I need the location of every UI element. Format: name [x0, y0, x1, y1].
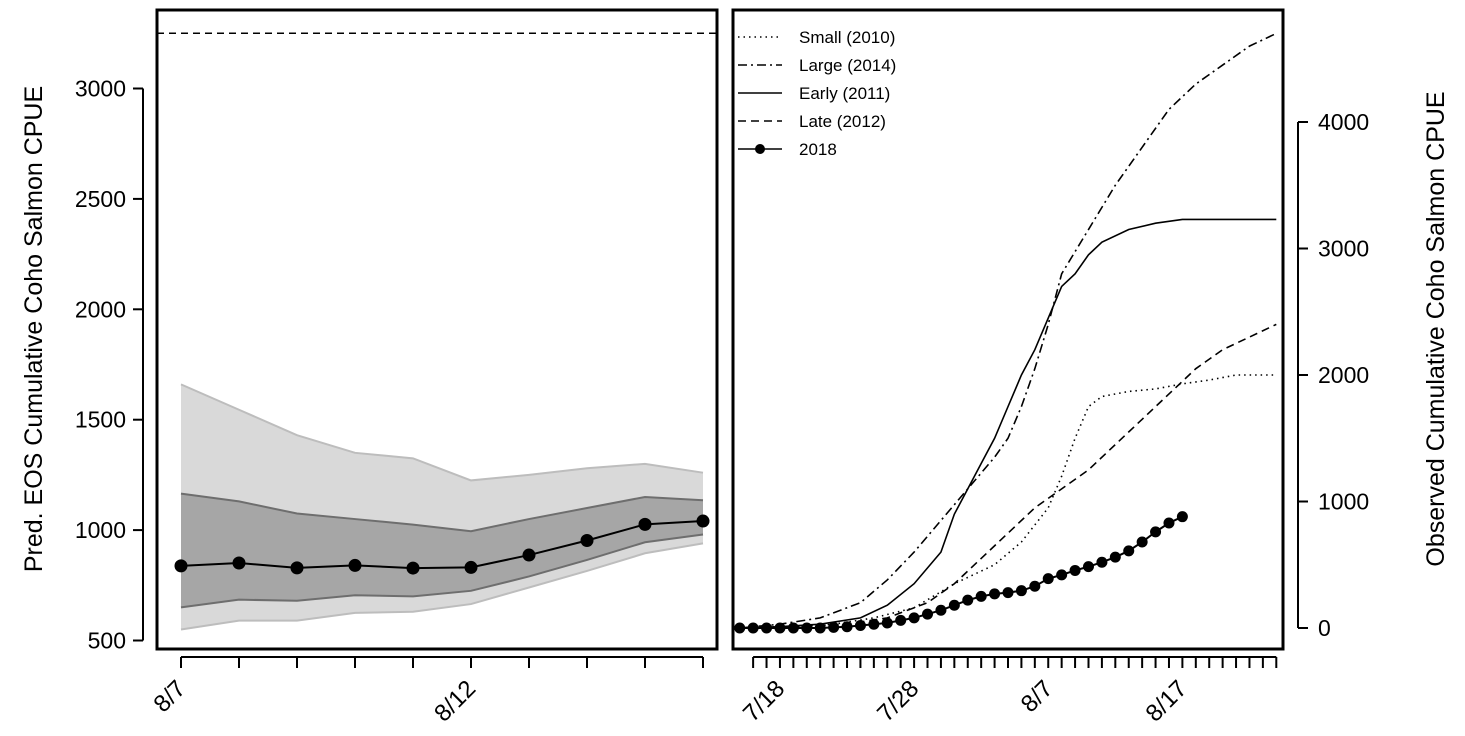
- data-point: [638, 517, 652, 531]
- legend-label: Early (2011): [799, 84, 890, 103]
- data-point: [962, 594, 974, 606]
- y-tick-label: 4000: [1318, 109, 1369, 135]
- data-point: [841, 621, 853, 633]
- data-point: [881, 617, 893, 629]
- series-line: [739, 374, 1277, 629]
- series-line: [739, 218, 1277, 629]
- data-point: [232, 556, 246, 570]
- y-tick-label: 1000: [75, 517, 126, 543]
- y-tick-label: 0: [1318, 615, 1331, 641]
- data-point: [828, 621, 840, 633]
- data-point: [1150, 526, 1162, 538]
- data-point: [854, 619, 866, 631]
- band-inner-upper-edge: [180, 492, 704, 533]
- band-outer-lower-edge: [180, 542, 704, 631]
- plot-frame: [155, 8, 719, 651]
- data-point: [868, 618, 880, 630]
- y-tick-label: 1000: [1318, 489, 1369, 515]
- y-tick-label: 2000: [75, 296, 126, 322]
- data-point: [1029, 580, 1041, 592]
- data-point: [747, 622, 759, 634]
- y-axis-title: Pred. EOS Cumulative Coho Salmon CPUE: [20, 86, 48, 572]
- data-point: [814, 622, 826, 634]
- data-point: [696, 514, 710, 528]
- data-point: [1042, 573, 1054, 585]
- data-point: [989, 588, 1001, 600]
- legend-point: [755, 144, 765, 154]
- y-tick-label: 2500: [75, 186, 126, 212]
- x-tick-label: 7/28: [872, 675, 924, 727]
- data-point: [948, 599, 960, 611]
- series-line: [739, 515, 1183, 629]
- data-point: [975, 590, 987, 602]
- y-tick-label: 2000: [1318, 362, 1369, 388]
- y-tick-label: 3000: [1318, 236, 1369, 262]
- data-point: [406, 561, 420, 575]
- data-point: [1069, 564, 1081, 576]
- data-point: [761, 622, 773, 634]
- data-point: [908, 612, 920, 624]
- data-point: [922, 608, 934, 620]
- y-tick-label: 1500: [75, 407, 126, 433]
- x-tick-label: 8/7: [149, 675, 192, 718]
- legend-label: Large (2014): [799, 56, 896, 75]
- data-point: [1163, 517, 1175, 529]
- legend-label: 2018: [799, 140, 837, 159]
- data-point: [734, 622, 746, 634]
- data-point: [895, 614, 907, 626]
- series-line: [739, 323, 1277, 629]
- band-inner: [181, 493, 703, 608]
- y-tick-label: 3000: [75, 76, 126, 102]
- data-point: [522, 548, 536, 562]
- series-line: [180, 520, 704, 570]
- data-point: [464, 560, 478, 574]
- data-point: [348, 558, 362, 572]
- data-point: [787, 622, 799, 634]
- x-tick-label: 7/18: [738, 675, 790, 727]
- plot-frame: [731, 8, 1285, 651]
- data-point: [1056, 569, 1068, 581]
- x-tick-label: 8/7: [1016, 675, 1059, 718]
- data-point: [1109, 551, 1121, 563]
- data-point: [801, 622, 813, 634]
- x-tick-label: 8/12: [429, 675, 481, 727]
- band-inner-lower-edge: [180, 533, 704, 609]
- data-point: [290, 561, 304, 575]
- data-point: [1136, 536, 1148, 548]
- legend-label: Late (2012): [799, 112, 886, 131]
- data-point: [174, 559, 188, 573]
- data-point: [774, 622, 786, 634]
- data-point: [1082, 561, 1094, 573]
- y-tick-label: 500: [88, 628, 126, 654]
- y-axis-title: Observed Cumulative Coho Salmon CPUE: [1422, 91, 1450, 566]
- data-point: [1096, 556, 1108, 568]
- data-point: [580, 533, 594, 547]
- data-point: [935, 604, 947, 616]
- band-outer-upper-edge: [180, 383, 704, 482]
- x-tick-label: 8/17: [1141, 675, 1193, 727]
- series-line: [739, 32, 1277, 629]
- data-point: [1123, 545, 1135, 557]
- legend-label: Small (2010): [799, 28, 895, 47]
- left-panel-predicted-eos: 500 1000 1500 2000 2500 3000 Pred. EOS Cumulat…: [20, 8, 719, 727]
- data-point: [1176, 511, 1188, 523]
- data-point: [1015, 585, 1027, 597]
- right-panel-observed-cumulative: Small (2010) Large (2014) Early (2011) Late…: [731, 8, 1450, 727]
- data-point: [1002, 587, 1014, 599]
